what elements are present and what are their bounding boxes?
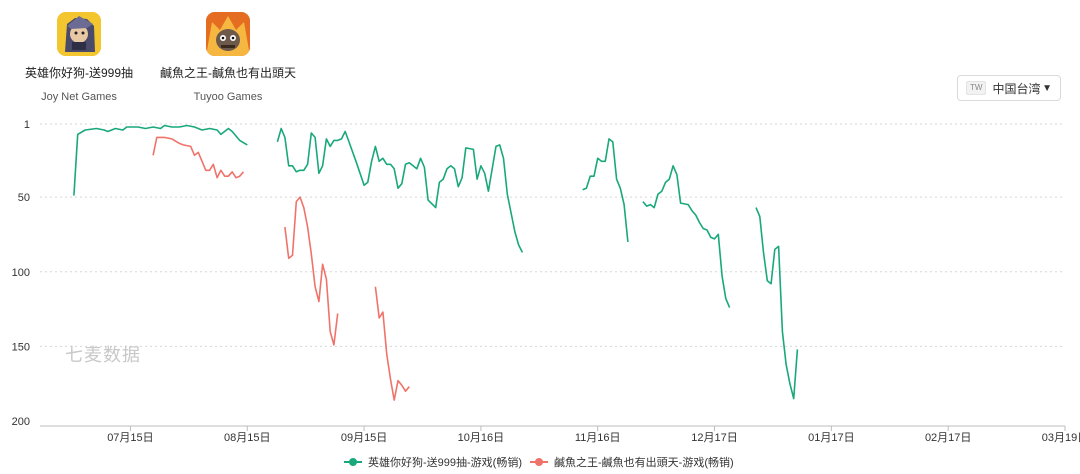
x-tick-label: 09月15日 <box>341 432 387 444</box>
series-1-line-segment-4 <box>642 165 731 308</box>
app-name: 英雄你好狗-送999抽 <box>24 66 134 80</box>
series-2-line-segment-3 <box>374 286 410 401</box>
series-2-line-segment-2 <box>284 196 339 346</box>
series-1-line-segment-1 <box>73 124 248 196</box>
region-label: 中国台湾 <box>992 81 1041 96</box>
series-2-line-segment-1 <box>152 136 245 179</box>
series-1-line-segment-3 <box>582 138 629 242</box>
series-1-line-segment-2 <box>276 127 524 253</box>
legend-label-2: 鹹魚之王-鹹魚也有出頭天-游戏(畅销) <box>554 455 734 469</box>
y-tick-label: 1 <box>24 119 30 131</box>
x-axis: 07月15日 08月15日 09月15日 10月16日 11月16日 12月17日 01月1… <box>107 426 1080 444</box>
legend-label-1: 英雄你好狗-送999抽-游戏(畅销) <box>368 455 522 469</box>
region-flag-icon: TW <box>966 81 987 95</box>
legend-item-2[interactable]: 鹹魚之王-鹹魚也有出頭天-游戏(畅销) <box>530 455 734 469</box>
y-tick-label: 50 <box>18 192 30 204</box>
x-tick-label: 08月15日 <box>224 432 270 444</box>
legend-item-1[interactable]: 英雄你好狗-送999抽-游戏(畅销) <box>344 455 522 469</box>
salted-fish-king-app-icon <box>206 12 250 56</box>
region-selector[interactable]: TW 中国台湾 ▼ <box>957 75 1061 101</box>
app-developer: Joy Net Games <box>41 91 117 103</box>
chevron-down-icon: ▼ <box>1042 82 1052 94</box>
app-card-1[interactable]: 英雄你好狗-送999抽 Joy Net Games <box>4 12 154 103</box>
dog-hero-app-icon <box>57 12 101 56</box>
x-tick-label: 02月17日 <box>925 432 971 444</box>
x-tick-label: 01月17日 <box>808 432 854 444</box>
x-tick-label: 11月16日 <box>575 432 621 444</box>
x-tick-label: 03月19日 <box>1042 432 1080 444</box>
app-card-2[interactable]: 鹹魚之王-鹹魚也有出頭天 Tuyoo Games <box>153 12 303 103</box>
legend-marker-1 <box>349 458 357 466</box>
x-tick-label: 07月15日 <box>107 432 153 444</box>
series-1-line-segment-5 <box>755 207 799 400</box>
chart-grid <box>40 123 1065 427</box>
y-tick-label: 150 <box>12 341 30 353</box>
watermark: 七麦数据 <box>65 345 141 366</box>
series-1 <box>73 124 799 400</box>
x-tick-label: 12月17日 <box>691 432 737 444</box>
series-layer <box>73 124 799 401</box>
legend-marker-2 <box>535 458 543 466</box>
series-2 <box>152 136 410 401</box>
chart-legend: 英雄你好狗-送999抽-游戏(畅销) 鹹魚之王-鹹魚也有出頭天-游戏(畅销) <box>344 455 734 469</box>
x-tick-label: 10月16日 <box>458 432 504 444</box>
app-name: 鹹魚之王-鹹魚也有出頭天 <box>160 66 296 80</box>
y-tick-label: 100 <box>12 267 30 279</box>
y-tick-label: 200 <box>12 416 30 428</box>
app-developer: Tuyoo Games <box>193 91 263 103</box>
